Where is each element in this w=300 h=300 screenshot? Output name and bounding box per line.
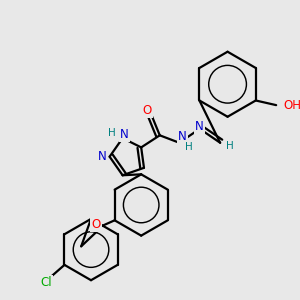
Text: H: H: [226, 142, 233, 152]
Text: N: N: [120, 128, 129, 141]
Text: O: O: [142, 104, 152, 117]
Text: N: N: [195, 119, 204, 133]
Text: OH: OH: [284, 99, 300, 112]
Text: H: H: [108, 128, 116, 139]
Text: N: N: [98, 150, 107, 163]
Text: N: N: [178, 130, 186, 143]
Text: O: O: [92, 218, 101, 230]
Text: Cl: Cl: [40, 276, 52, 289]
Text: H: H: [185, 142, 192, 152]
